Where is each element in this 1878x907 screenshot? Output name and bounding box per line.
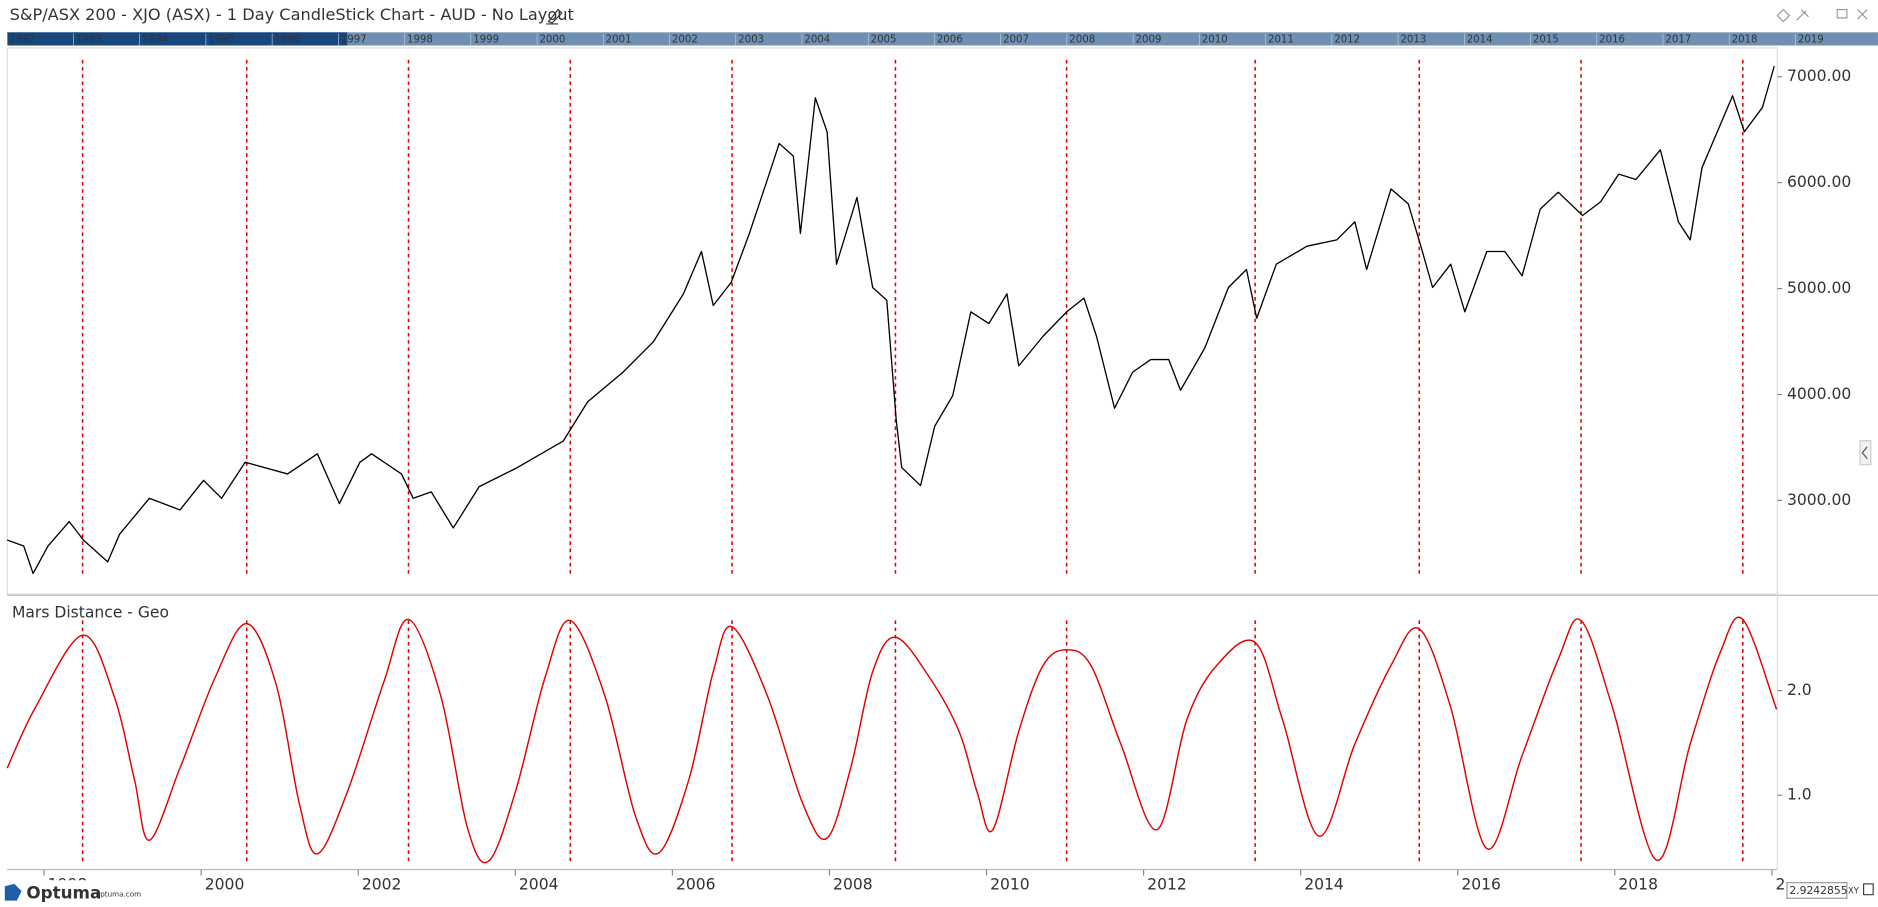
y-tick-label: 3000.00 — [1787, 491, 1851, 509]
diamond-icon[interactable] — [1776, 8, 1791, 23]
readout-mode[interactable]: XY — [1848, 886, 1860, 896]
x-tick-label: 2018 — [1618, 876, 1658, 894]
navigator-year: 2001 — [606, 35, 632, 46]
navigator-year: 1992 — [10, 35, 36, 46]
navigator-year: 2013 — [1400, 35, 1426, 46]
y-tick-label: 7000.00 — [1787, 67, 1851, 85]
x-tick-label: 2006 — [676, 876, 716, 894]
navigator-year: 1997 — [341, 35, 367, 46]
navigator-year: 2000 — [539, 35, 565, 46]
window-icon[interactable] — [1836, 8, 1848, 19]
navigator-year: 2010 — [1202, 35, 1228, 46]
navigator-year: 2008 — [1069, 35, 1095, 46]
navigator-year: 1999 — [473, 35, 499, 46]
series-line — [6, 65, 1775, 575]
side-tab[interactable] — [1859, 440, 1872, 466]
navigator-year: 2016 — [1599, 35, 1625, 46]
edit-icon[interactable] — [546, 8, 563, 25]
navigator-year: 1998 — [407, 35, 433, 46]
side-tab-arrow — [1861, 446, 1868, 460]
y-tick-label: 6000.00 — [1787, 173, 1851, 191]
navigator-track — [7, 32, 1878, 46]
navigator-year: 2007 — [1003, 35, 1029, 46]
navigator-year: 2018 — [1732, 35, 1758, 46]
navigator-year: 2009 — [1136, 35, 1162, 46]
navigator-year: 1993 — [76, 35, 102, 46]
y-tick-label: 1.0 — [1787, 786, 1812, 804]
navigator-year: 2019 — [1798, 35, 1824, 46]
navigator-year: 2015 — [1533, 35, 1559, 46]
navigator-year: 1996 — [275, 35, 301, 46]
x-tick-label: 2014 — [1304, 876, 1344, 894]
x-tick-label: 2002 — [362, 876, 402, 894]
navigator-year: 2011 — [1268, 35, 1294, 46]
window-title: S&P/ASX 200 - XJO (ASX) - 1 Day CandleSt… — [10, 5, 574, 24]
navigator-year: 2004 — [804, 35, 830, 46]
navigator-year: 2003 — [738, 35, 764, 46]
logo-text: Optuma — [26, 882, 101, 902]
y-tick-label: 5000.00 — [1787, 279, 1851, 297]
series-line — [6, 616, 1778, 864]
x-tick-label: 2016 — [1461, 876, 1501, 894]
pin-icon[interactable] — [1796, 9, 1809, 21]
readout-value: 2.9242855 — [1789, 884, 1847, 897]
x-tick-label: 2008 — [833, 876, 873, 894]
x-tick-label: 2004 — [519, 876, 559, 894]
navigator-year: 2012 — [1334, 35, 1360, 46]
x-tick-label: 2000 — [205, 876, 245, 894]
navigator-year: 2005 — [871, 35, 897, 46]
navigator-year: 2002 — [672, 35, 698, 46]
readout-box — [1786, 882, 1848, 899]
navigator-year: 1995 — [208, 35, 234, 46]
x-tick-label: 2012 — [1147, 876, 1187, 894]
logo-box — [0, 880, 142, 907]
x-tick-label: 2010 — [990, 876, 1030, 894]
readout-icon[interactable] — [1863, 883, 1874, 896]
close-icon[interactable] — [1857, 9, 1868, 20]
logo-site: optuma.com — [96, 890, 141, 899]
logo-icon — [4, 883, 22, 901]
y-tick-label: 2.0 — [1787, 681, 1812, 699]
navigator-year: 2017 — [1665, 35, 1691, 46]
y-tick-label: 4000.00 — [1787, 385, 1851, 403]
navigator-year: 2006 — [937, 35, 963, 46]
navigator-year: 2014 — [1467, 35, 1493, 46]
navigator-year: 1994 — [142, 35, 168, 46]
panel-label: Mars Distance - Geo — [12, 604, 169, 622]
x-tick-label: 2 — [1775, 876, 1785, 894]
navigator-window[interactable] — [7, 32, 348, 46]
navigator[interactable]: 1992 1993 1994 1995 1996 1997 1998 1999 2000 2001… — [6, 32, 1878, 46]
